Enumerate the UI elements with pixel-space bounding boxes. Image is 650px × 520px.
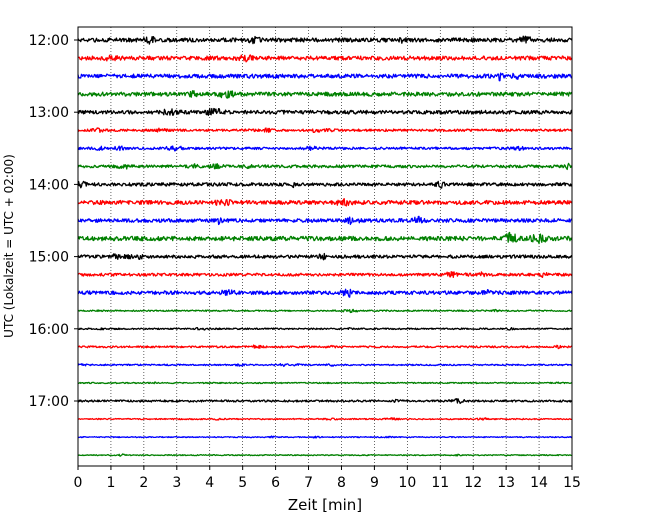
- x-axis-ticks: 0 1 2 3 4 5 6 7 8 9 10 11 12 13 14 15: [74, 466, 581, 491]
- trace-line: [77, 344, 573, 350]
- x-tick-label: 9: [370, 475, 379, 491]
- trace-line: [77, 198, 573, 207]
- trace-line: [77, 231, 573, 245]
- y-tick-label: 12:00: [29, 33, 69, 49]
- y-tick-label: 13:00: [29, 105, 69, 121]
- trace-line: [77, 308, 573, 314]
- trace-line: [77, 417, 573, 421]
- trace-line: [77, 107, 573, 116]
- trace-line: [77, 90, 573, 99]
- trace-line: [77, 54, 573, 63]
- trace-line: [77, 215, 573, 226]
- x-tick-label: 15: [563, 475, 581, 491]
- x-tick-label: 6: [271, 475, 280, 491]
- trace-line: [77, 72, 573, 82]
- y-tick-label: 15:00: [29, 250, 69, 266]
- trace-line: [77, 397, 573, 405]
- trace-line: [77, 180, 573, 189]
- y-axis-title: UTC (Lokalzeit = UTC + 02:00): [2, 154, 16, 338]
- x-tick-label: 4: [205, 475, 214, 491]
- trace-line: [77, 288, 573, 298]
- x-tick-label: 3: [172, 475, 181, 491]
- x-tick-label: 14: [530, 475, 548, 491]
- y-tick-label: 16:00: [29, 322, 69, 338]
- x-tick-label: 5: [238, 475, 247, 491]
- x-tick-label: 13: [497, 475, 515, 491]
- trace-line: [77, 270, 573, 279]
- x-tick-label: 0: [74, 475, 83, 491]
- vertical-grid: [110, 27, 540, 466]
- x-tick-label: 7: [304, 475, 313, 491]
- seismic-traces: [77, 35, 573, 457]
- trace-line: [77, 453, 573, 457]
- x-tick-label: 8: [337, 475, 346, 491]
- x-tick-label: 11: [431, 475, 449, 491]
- trace-line: [77, 362, 573, 368]
- x-tick-label: 12: [464, 475, 482, 491]
- trace-line: [77, 35, 573, 45]
- trace-line: [77, 127, 573, 134]
- trace-line: [77, 145, 573, 152]
- trace-line: [77, 435, 573, 439]
- trace-line: [77, 381, 573, 385]
- plot-frame: [77, 26, 573, 467]
- y-tick-label: 14:00: [29, 177, 69, 193]
- x-tick-label: 1: [106, 475, 115, 491]
- x-tick-label: 10: [398, 475, 416, 491]
- trace-line: [77, 252, 573, 261]
- y-axis-ticks: 12:00 13:00 14:00 15:00 16:00 17:00: [29, 33, 78, 410]
- trace-line: [77, 326, 573, 331]
- x-axis-title: Zeit [min]: [288, 496, 362, 514]
- y-tick-label: 17:00: [29, 394, 69, 410]
- x-tick-label: 2: [139, 475, 148, 491]
- trace-line: [77, 162, 573, 171]
